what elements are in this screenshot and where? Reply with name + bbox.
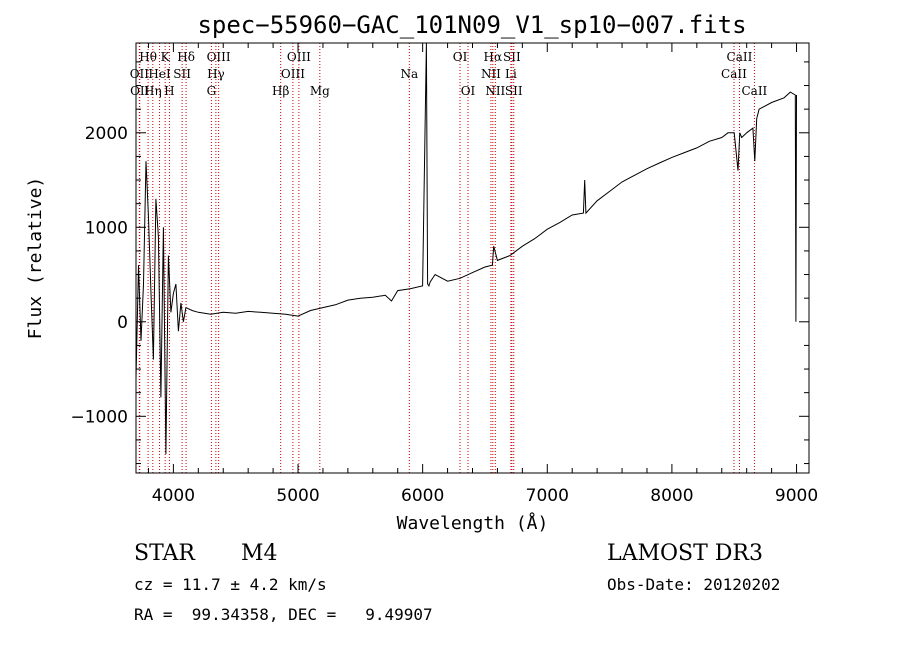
x-tick-label-1: 5000 — [276, 486, 319, 506]
x-axis-label: Wavelength (Å) — [397, 512, 549, 534]
marker-label-0: Hθ — [139, 50, 157, 64]
flux-series — [135, 42, 797, 455]
marker-label-15: Mg — [310, 84, 330, 98]
marker-label-27: CaII — [741, 84, 767, 98]
marker-label-21: NII — [485, 84, 505, 98]
marker-label-25: CaII — [727, 50, 753, 64]
marker-label-23: Li — [505, 67, 517, 81]
axis-ticks: 4000 5000 6000 7000 8000 9000 −1000 0 1000 2000 — [70, 43, 818, 506]
series-line-0 — [135, 42, 797, 455]
marker-label-8: SII — [173, 67, 191, 81]
object-class: STAR — [134, 541, 195, 566]
marker-label-14: OIII — [281, 67, 305, 81]
x-tick-label-2: 6000 — [401, 486, 444, 506]
marker-label-24: SII — [505, 84, 523, 98]
y-tick-label-2: 1000 — [85, 218, 128, 238]
redshift-text: cz = 11.7 ± 4.2 km/s — [134, 575, 327, 594]
y-tick-label-0: −1000 — [70, 407, 128, 427]
marker-label-6: H — [164, 84, 174, 98]
obs-date: Obs-Date: 20120202 — [607, 575, 781, 594]
marker-label-26: CaII — [721, 67, 747, 81]
marker-label-20: NII — [481, 67, 501, 81]
marker-label-2: OII — [130, 84, 150, 98]
y-tick-label-3: 2000 — [85, 124, 128, 144]
marker-label-4: K — [161, 50, 171, 64]
marker-label-12: Hβ — [272, 84, 289, 98]
coordinates: RA = 99.34358, DEC = 9.49907 — [134, 605, 433, 624]
marker-label-22: SII — [503, 50, 521, 64]
marker-label-11: G — [207, 84, 217, 98]
marker-label-16: Na — [400, 67, 418, 81]
marker-label-17: OI — [453, 50, 468, 64]
marker-label-10: Hγ — [207, 67, 225, 81]
marker-label-19: Hα — [484, 50, 503, 64]
x-tick-label-0: 4000 — [152, 486, 195, 506]
marker-label-5: HeI — [148, 67, 171, 81]
object-subclass: M4 — [241, 541, 278, 566]
y-tick-label-1: 0 — [117, 313, 128, 333]
y-axis-label: Flux (relative) — [25, 177, 46, 340]
survey-name: LAMOST DR3 — [607, 541, 763, 566]
x-tick-label-5: 9000 — [775, 486, 818, 506]
marker-label-13: OIII — [287, 50, 311, 64]
marker-label-9: OIII — [207, 50, 231, 64]
x-tick-label-3: 7000 — [526, 486, 569, 506]
marker-label-7: Hδ — [177, 50, 195, 64]
marker-label-18: OI — [461, 84, 476, 98]
marker-label-3: Hη — [144, 84, 162, 98]
x-tick-label-4: 8000 — [650, 486, 693, 506]
plot-frame — [135, 42, 810, 474]
chart-title: spec−55960−GAC_101N09_V1_sp10−007.fits — [197, 11, 746, 39]
